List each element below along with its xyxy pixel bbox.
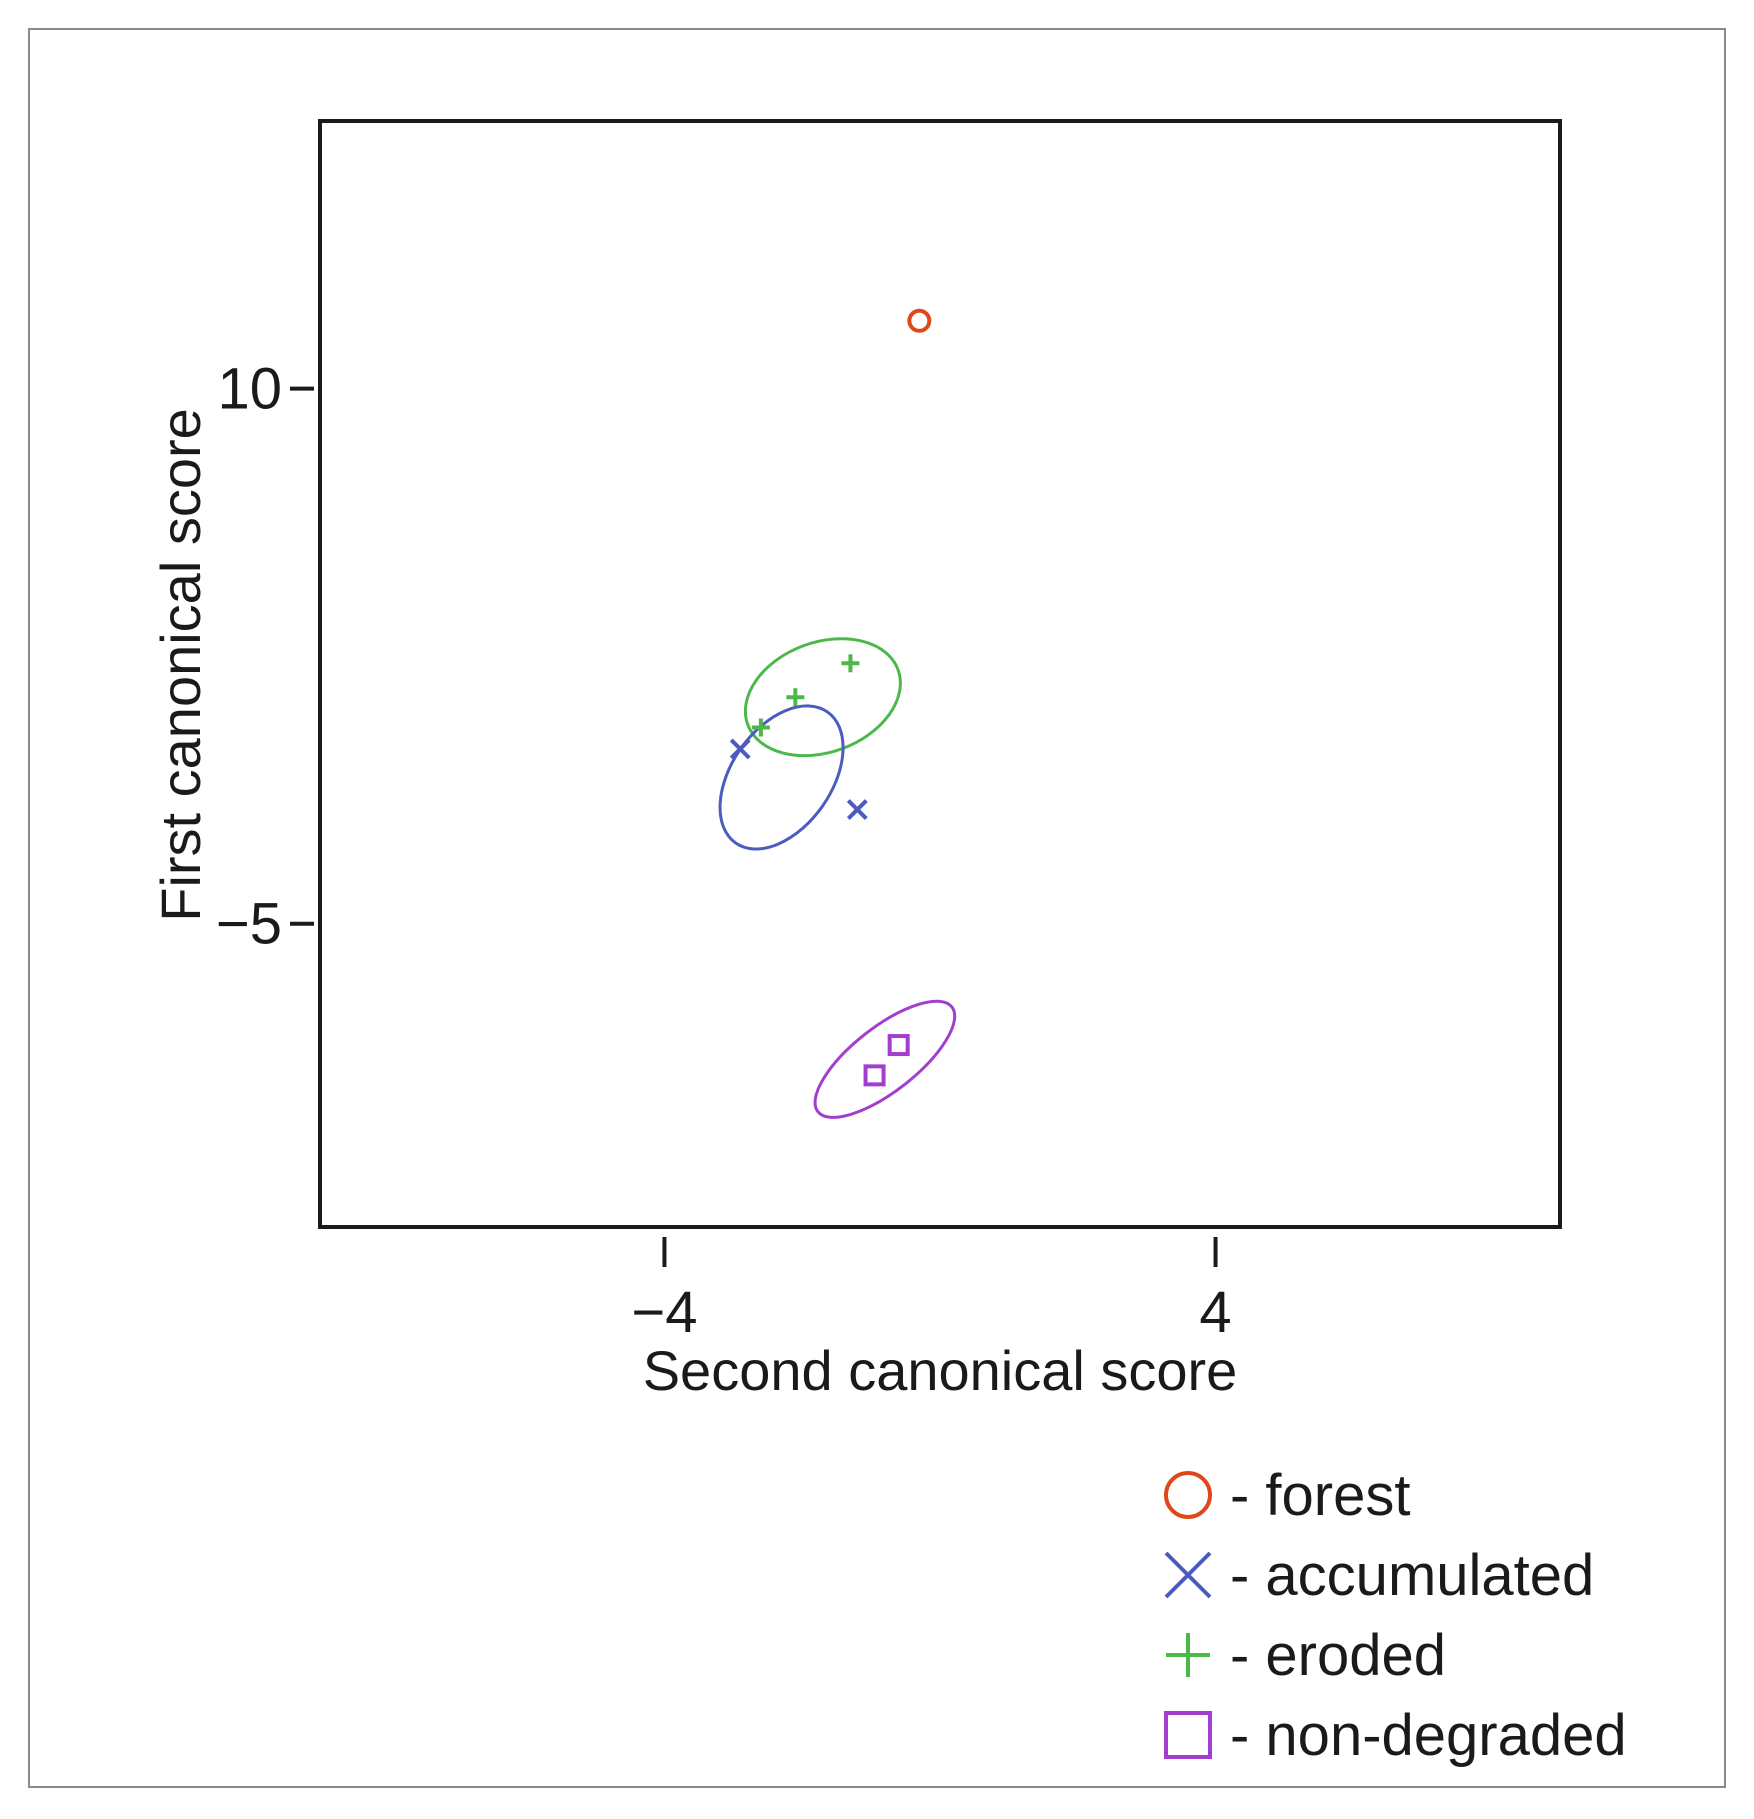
ellipse-accumulated (718, 704, 845, 851)
point-forest-1 (907, 308, 932, 333)
legend: - forest - accumulated - eroded - non-degra… (1164, 1463, 1627, 1768)
legend-label: - eroded (1230, 1623, 1446, 1688)
ellipse-eroded (743, 637, 902, 758)
point-non-degraded-2 (863, 1064, 886, 1087)
x-tick-label-2: 4 (1199, 1280, 1231, 1345)
legend-item-forest: - forest (1164, 1463, 1411, 1528)
x-axis: −4 4 (631, 1237, 1232, 1345)
legend-label: - non-degraded (1230, 1703, 1627, 1768)
plot-area (318, 119, 1562, 1229)
point-eroded-3 (751, 718, 770, 737)
legend-item-non-degraded: - non-degraded (1164, 1703, 1627, 1768)
y-axis-title: First canonical score (149, 408, 212, 922)
y-axis: 10 −5 (216, 357, 314, 957)
x-axis-title: Second canonical score (643, 1339, 1238, 1402)
point-non-degraded-1 (887, 1034, 910, 1057)
point-accumulated-1 (729, 738, 751, 760)
legend-circle-icon (1164, 1471, 1212, 1519)
y-tick-label-1: 10 (217, 357, 282, 422)
legend-plus-icon (1166, 1633, 1210, 1677)
legend-item-eroded: - eroded (1166, 1623, 1446, 1688)
figure-frame: −4 4 10 −5 Second canonical score First ca… (28, 28, 1726, 1788)
point-eroded-2 (786, 688, 805, 707)
x-tick-label-1: −4 (631, 1280, 697, 1345)
legend-label: - forest (1230, 1463, 1411, 1528)
point-eroded-1 (841, 654, 860, 673)
point-accumulated-2 (846, 799, 868, 820)
scatter-chart: −4 4 10 −5 Second canonical score First ca… (149, 119, 1627, 1768)
data-points (729, 308, 932, 1087)
legend-x-icon (1164, 1551, 1212, 1599)
y-tick-label-2: −5 (216, 892, 282, 957)
ellipse-non-degraded (813, 999, 957, 1119)
legend-label: - accumulated (1230, 1543, 1594, 1608)
legend-square-icon (1164, 1711, 1212, 1759)
legend-item-accumulated: - accumulated (1164, 1543, 1594, 1608)
confidence-ellipses (718, 637, 957, 1119)
